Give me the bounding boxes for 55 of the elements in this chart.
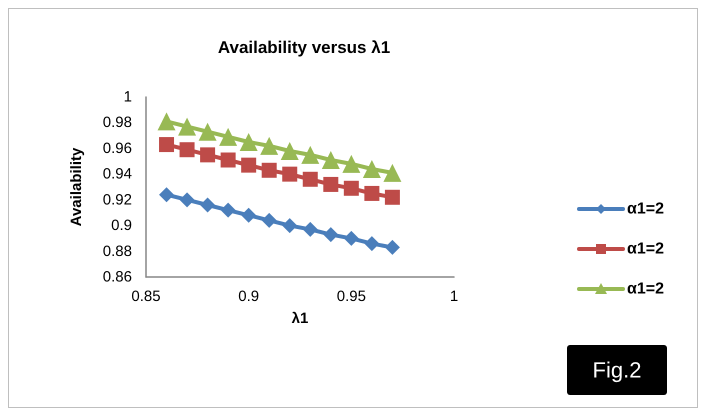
- point: [240, 133, 258, 151]
- point: [200, 198, 216, 212]
- point: [344, 180, 359, 196]
- point: [323, 176, 338, 192]
- point: [323, 227, 338, 242]
- point: [241, 208, 256, 223]
- point: [220, 202, 236, 218]
- caption: Fig.2: [592, 358, 642, 382]
- point: [262, 212, 277, 228]
- legend-label: α1=2: [627, 200, 664, 218]
- point: [178, 118, 196, 136]
- point: [301, 146, 320, 164]
- point: [260, 136, 278, 155]
- point: [262, 162, 277, 178]
- point: [364, 186, 380, 201]
- point: [280, 142, 299, 160]
- point: [383, 164, 402, 182]
- point: [180, 192, 195, 208]
- y-tick-label: 0.98: [102, 114, 132, 132]
- point: [344, 230, 359, 246]
- point: [384, 190, 400, 205]
- point: [180, 142, 195, 158]
- point: [241, 158, 256, 173]
- point: [282, 218, 298, 234]
- y-tick-label: 1: [124, 88, 132, 106]
- y-tick-label: 0.88: [102, 242, 132, 260]
- point: [158, 112, 176, 130]
- point: [302, 222, 318, 237]
- point: [302, 172, 318, 187]
- x-tick-label: 0.95: [336, 288, 366, 305]
- point: [159, 137, 174, 152]
- x-tick-label: 0.9: [238, 288, 260, 305]
- x-tick-label: 1: [450, 288, 458, 305]
- legend-label: α1=2: [627, 240, 664, 258]
- chart-title: Availability versus λ1: [218, 38, 390, 57]
- point: [282, 166, 298, 182]
- y-tick-label: 0.92: [102, 191, 132, 208]
- point: [198, 122, 217, 141]
- point: [219, 128, 238, 146]
- point: [342, 154, 360, 173]
- point: [159, 187, 174, 202]
- y-tick-label: 0.9: [111, 217, 132, 234]
- legend-label: α1=2: [627, 280, 664, 298]
- x-tick-label: 0.85: [131, 288, 161, 305]
- y-tick-label: 0.96: [102, 140, 132, 157]
- point: [364, 236, 380, 252]
- point: [200, 147, 216, 162]
- point: [384, 240, 400, 255]
- y-tick-label: 0.94: [102, 166, 132, 183]
- point: [322, 151, 340, 169]
- y-tick-label: 0.86: [102, 268, 132, 286]
- y-axis-title: Availability: [68, 147, 85, 226]
- x-axis-title: λ1: [292, 310, 308, 327]
- point: [362, 160, 381, 178]
- point: [220, 152, 236, 168]
